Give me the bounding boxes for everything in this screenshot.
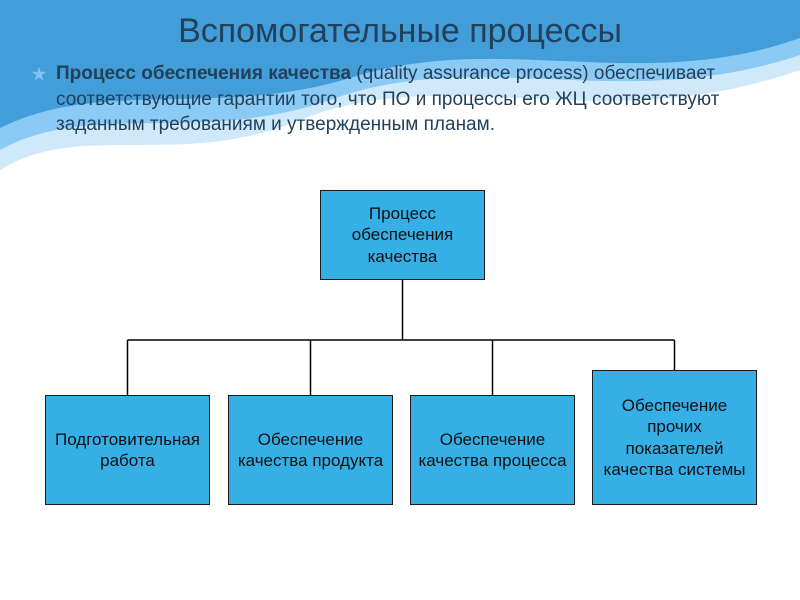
org-child-node-1: Обеспечение качества продукта	[228, 395, 393, 505]
description-paragraph: Процесс обеспечения качества (quality as…	[30, 61, 770, 138]
org-root-node: Процесс обеспечения качества	[320, 190, 485, 280]
org-child-node-2: Обеспечение качества процесса	[410, 395, 575, 505]
page-title: Вспомогательные процессы	[30, 12, 770, 51]
org-child-node-0: Подготовительная работа	[45, 395, 210, 505]
description-bold-lead: Процесс обеспечения качества	[56, 63, 351, 84]
org-child-node-3: Обеспечение прочих показателей качества …	[592, 370, 757, 505]
bullet-star-icon	[30, 65, 48, 83]
org-chart: Процесс обеспечения качества Подготовител…	[0, 190, 800, 590]
